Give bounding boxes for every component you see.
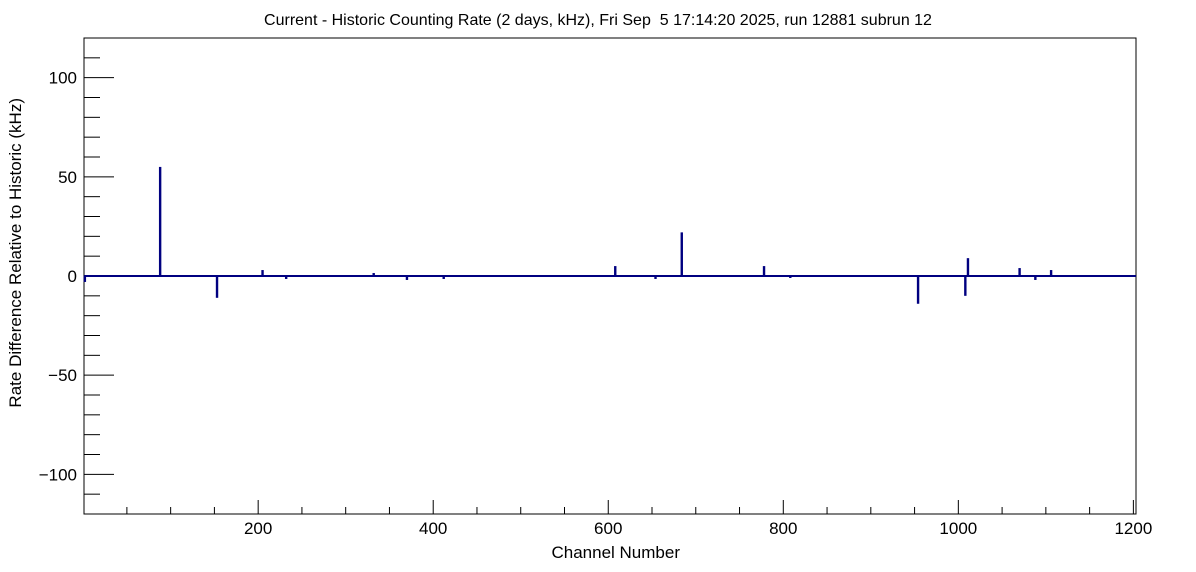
x-tick-label: 200 (244, 519, 272, 538)
chart-title: Current - Historic Counting Rate (2 days… (264, 12, 932, 29)
tick-labels: 200 400 600 800 1000 1200 −100 −50 0 50 100 (39, 69, 1153, 538)
y-tick-label: −50 (48, 366, 77, 385)
data-bar (762, 266, 766, 276)
data-bar (789, 276, 792, 278)
data-bar (966, 258, 970, 276)
data-bar (284, 276, 288, 279)
data-bar (1018, 268, 1021, 276)
y-tick-label: −100 (39, 465, 77, 484)
data-bar (1049, 270, 1053, 276)
minor-ticks (84, 57, 1091, 514)
y-tick-label: 50 (58, 168, 77, 187)
x-tick-label: 800 (769, 519, 797, 538)
y-tick-label: 0 (68, 267, 77, 286)
data-bar (614, 266, 617, 276)
data-bar (215, 276, 219, 298)
data-bar (83, 276, 87, 282)
x-axis-label: Channel Number (551, 543, 680, 562)
y-tick-label: 100 (49, 69, 77, 88)
data-bar (261, 270, 264, 276)
data-bar (405, 276, 409, 280)
data-bar (442, 276, 445, 279)
x-tick-label: 600 (594, 519, 622, 538)
data-bar (964, 276, 967, 296)
x-tick-label: 400 (419, 519, 447, 538)
data-bar (654, 276, 657, 279)
major-ticks (84, 77, 1134, 514)
data-bar (680, 232, 683, 276)
data-bar (916, 276, 920, 304)
data-bar (1034, 276, 1037, 280)
x-tick-label: 1200 (1114, 519, 1152, 538)
data-bars (83, 166, 1053, 304)
x-tick-label: 1000 (939, 519, 977, 538)
y-axis-label: Rate Difference Relative to Historic (kH… (6, 98, 25, 408)
data-bar (372, 273, 375, 276)
data-bar (158, 166, 162, 276)
